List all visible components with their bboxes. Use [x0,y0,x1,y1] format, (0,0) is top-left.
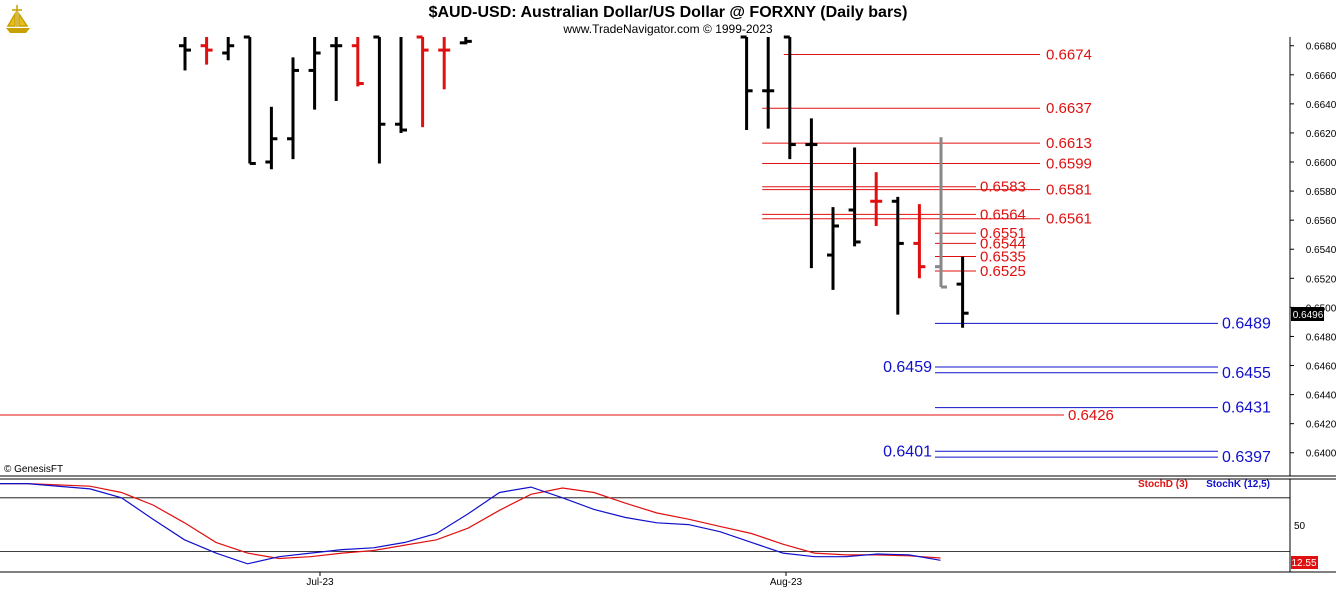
ohlc-bar [308,37,321,110]
level-label: 0.6431 [1222,400,1271,417]
level-label: 0.6489 [1222,315,1271,332]
stoch-last-label: 12.55 [1291,558,1316,569]
level-label: 0.6637 [1046,100,1092,117]
stochastic-panel: StochD (3) StochK (12,5) 50 12.55 [0,478,1336,573]
ohlc-bar [265,106,278,170]
stochastic-lines [0,483,1290,565]
price-tick-label: 0.6680 [1306,42,1336,53]
price-tick-label: 0.6660 [1306,71,1336,82]
legend-stochk: StochK (12,5) [1206,479,1270,490]
level-label: 0.6455 [1222,365,1271,382]
stoch-series-blue [0,483,941,565]
ohlc-bar [848,147,861,247]
ohlc-bar [330,37,343,101]
ohlc-bar [222,37,235,61]
ohlc-bar [200,37,213,65]
level-label: 0.6401 [883,443,932,460]
level-label: 0.6551 [980,225,1026,242]
price-tick-label: 0.6520 [1306,274,1336,285]
level-label: 0.6525 [980,263,1026,280]
legend-stochd: StochD (3) [1138,479,1188,490]
ohlc-bar [783,35,796,160]
price-tick-label: 0.6420 [1306,420,1336,431]
level-label: 0.6397 [1222,449,1271,466]
price-tick-label: 0.6540 [1306,245,1336,256]
price-tick-label: 0.6640 [1306,100,1336,111]
ohlc-bar [870,172,883,226]
price-tick-label: 0.6440 [1306,391,1336,402]
stoch-series-red [0,483,941,560]
ohlc-bar [395,37,407,133]
last-price-label: 0.6496 [1293,310,1324,321]
ohlc-bar [740,35,753,131]
date-axis: Jul-23 Aug-23 [306,572,803,588]
ohlc-bar [416,35,429,128]
ohlc-bar [935,137,947,289]
level-label: 0.6561 [1046,211,1092,228]
price-axis: 0.6680 0.6660 0.6640 0.6620 0.6600 0.6580 0.65… [1290,42,1336,460]
price-tick-label: 0.6400 [1306,449,1336,460]
level-label: 0.6564 [980,206,1026,223]
bars-group [179,35,969,328]
date-tick-label: Jul-23 [306,577,334,588]
level-label: 0.6535 [980,249,1026,266]
price-panel: 0.6680 0.6660 0.6640 0.6620 0.6600 0.6580 0.65… [0,35,1336,477]
levels-group: 0.6674 0.6637 0.6613 0.6599 0.6583 0.6581 0.65… [0,46,1271,466]
ohlc-bar [438,37,451,90]
chart-title: $AUD-USD: Australian Dollar/US Dollar @ … [429,4,908,21]
ohlc-bar [179,37,191,71]
price-tick-label: 0.6480 [1306,332,1336,343]
level-label: 0.6544 [980,235,1026,252]
ohlc-bar [459,37,472,45]
stoch-tick-50: 50 [1294,521,1306,532]
ohlc-bar [351,37,364,87]
ohlc-bar [243,35,256,165]
level-label: 0.6459 [883,359,932,376]
ohlc-bar [827,207,839,290]
ohlc-bar [891,196,904,315]
level-label: 0.6581 [1046,182,1092,199]
date-tick-label: Aug-23 [770,577,803,588]
level-label: 0.6426 [1068,407,1114,424]
price-tick-label: 0.6620 [1306,129,1336,140]
stoch-last-badge: 12.55 [1291,556,1318,569]
ohlc-bar [762,37,775,129]
ohlc-bar [913,204,926,279]
chart-subtitle: www.TradeNavigator.com © 1999-2023 [562,22,772,36]
level-label: 0.6583 [980,179,1026,196]
price-tick-label: 0.6560 [1306,216,1336,227]
level-label: 0.6674 [1046,46,1092,63]
ohlc-bar [956,256,969,328]
ohlc-bar [373,35,386,164]
ohlc-bar [287,57,299,160]
price-tick-label: 0.6460 [1306,362,1336,373]
last-price-badge: 0.6496 [1291,307,1324,321]
ohlc-bar [805,118,818,269]
level-label: 0.6613 [1046,135,1092,152]
ship-logo-icon [6,5,30,33]
level-label: 0.6599 [1046,155,1092,172]
price-tick-label: 0.6580 [1306,187,1336,198]
price-tick-label: 0.6600 [1306,158,1336,169]
copyright-label: © GenesisFT [4,464,63,475]
